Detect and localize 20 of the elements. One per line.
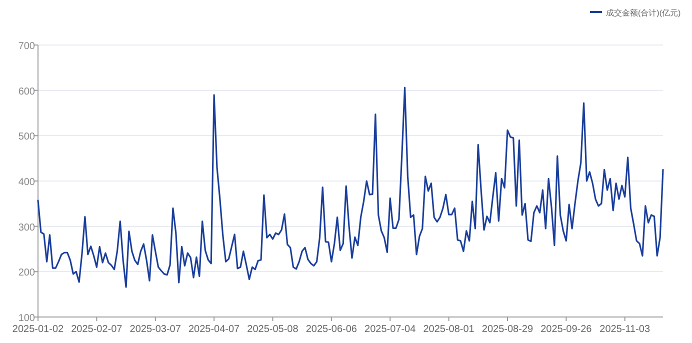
y-tick-label: 100 [18,313,36,324]
x-tick-label: 2025-09-26 [540,324,592,335]
x-tick-label: 2025-05-08 [247,324,299,335]
x-tick-label: 2025-02-07 [71,324,123,335]
line-series [37,86,664,288]
x-tick-label: 2025-04-07 [188,324,240,335]
y-tick-label: 400 [18,177,36,188]
y-tick-label: 700 [18,41,36,52]
x-tick-label: 2025-06-06 [306,324,358,335]
x-tick-label: 2025-11-03 [600,324,650,335]
x-tick-label: 2025-07-04 [364,324,416,335]
y-tick-label: 300 [18,222,36,234]
y-tick-label: 600 [18,86,36,98]
x-tick-label: 2025-08-29 [482,324,534,335]
y-tick-label: 200 [18,268,36,279]
x-tick-label: 2025-03-07 [130,324,182,335]
x-tick-label: 2025-01-02 [12,324,64,335]
y-tick-label: 500 [18,132,36,143]
x-tick-label: 2025-08-01 [423,324,475,335]
legend-label: 成交金额(合计)(亿元) [606,8,681,18]
